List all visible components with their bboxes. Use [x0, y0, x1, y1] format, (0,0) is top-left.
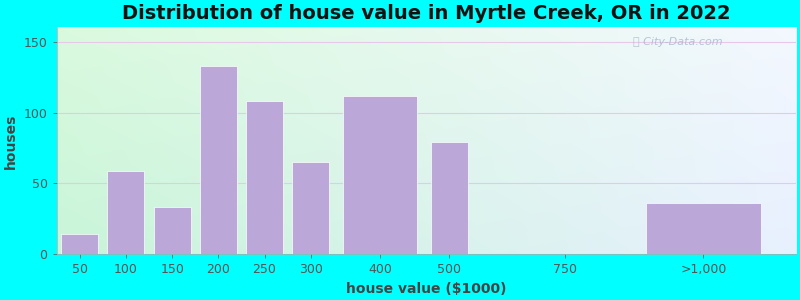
Bar [200, 66, 237, 254]
Bar [431, 142, 468, 254]
Bar [154, 208, 190, 254]
Y-axis label: houses: houses [4, 113, 18, 169]
Bar [646, 203, 761, 254]
Bar [246, 101, 283, 254]
Bar [107, 171, 145, 254]
Title: Distribution of house value in Myrtle Creek, OR in 2022: Distribution of house value in Myrtle Cr… [122, 4, 730, 23]
Bar [343, 95, 417, 254]
Text: ⓘ City-Data.com: ⓘ City-Data.com [634, 37, 723, 46]
Bar [292, 162, 330, 254]
X-axis label: house value ($1000): house value ($1000) [346, 282, 506, 296]
Bar [62, 234, 98, 254]
